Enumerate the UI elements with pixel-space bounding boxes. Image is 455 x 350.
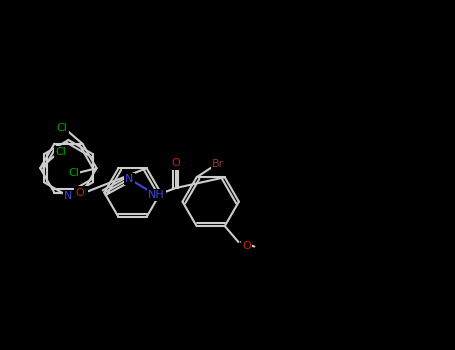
Text: O: O [75,188,84,198]
Text: Cl: Cl [68,168,79,178]
Text: NH: NH [148,190,165,200]
Text: O: O [171,159,180,168]
Text: O: O [242,241,251,251]
Text: Cl: Cl [55,147,66,157]
Text: Br: Br [212,159,224,169]
Text: Cl: Cl [56,123,67,133]
Text: N: N [64,191,73,201]
Text: N: N [125,174,133,184]
Text: N: N [78,188,87,198]
